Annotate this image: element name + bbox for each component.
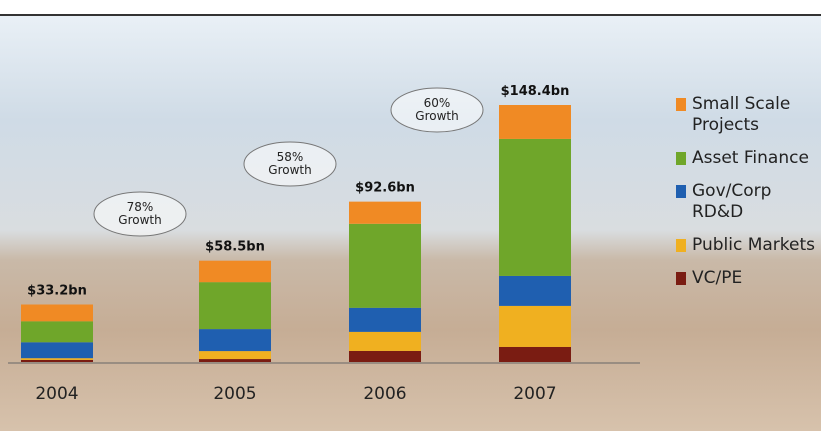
x-tick-label: 2004 — [35, 384, 78, 404]
legend-item: Gov/Corp RD&D — [676, 181, 816, 223]
bar-segment — [199, 359, 271, 362]
legend-item: Small Scale Projects — [676, 94, 816, 136]
x-tick-label: 2006 — [363, 384, 406, 404]
bar-segment — [499, 275, 571, 306]
legend-item: Public Markets — [676, 235, 816, 256]
annotation-bubble — [93, 191, 187, 237]
bar-segment — [349, 350, 421, 362]
bar-segment — [499, 305, 571, 347]
annotation-text: 58% — [277, 150, 304, 164]
bar-segment — [499, 138, 571, 276]
bar-segment — [349, 307, 421, 332]
total-label: $58.5bn — [205, 240, 265, 255]
bar-segment — [499, 105, 571, 139]
legend: Small Scale Projects Asset Finance Gov/Cor… — [676, 94, 816, 301]
bar-segment — [199, 329, 271, 352]
x-tick-label: 2007 — [513, 384, 556, 404]
bar-segment — [199, 282, 271, 330]
legend-swatch — [676, 98, 686, 111]
total-label: $148.4bn — [501, 84, 570, 99]
legend-label: Public Markets — [692, 235, 816, 255]
annotation-bubble — [243, 141, 337, 187]
annotation-text: Growth — [118, 213, 161, 227]
bar-segment — [199, 260, 271, 283]
legend-swatch — [676, 239, 686, 252]
legend-swatch — [676, 272, 686, 285]
legend-label: Small Scale Projects — [692, 94, 791, 135]
bar-segment — [21, 304, 93, 322]
total-label: $92.6bn — [355, 181, 415, 196]
legend-label: VC/PE — [692, 268, 743, 288]
annotation-text: Growth — [268, 163, 311, 177]
bar-segment — [349, 201, 421, 224]
bar-segment — [21, 321, 93, 343]
bar-segment — [199, 351, 271, 360]
legend-swatch — [676, 152, 686, 165]
legend-swatch — [676, 185, 686, 198]
annotation-text: Growth — [415, 109, 458, 123]
bar-segment — [21, 359, 93, 362]
x-tick-label: 2005 — [213, 384, 256, 404]
total-label: $33.2bn — [27, 284, 87, 299]
legend-item: VC/PE — [676, 268, 816, 289]
bar-segment — [21, 358, 93, 360]
bar-segment — [349, 223, 421, 308]
legend-label: Gov/Corp RD&D — [692, 181, 772, 222]
annotation-text: 60% — [424, 96, 451, 110]
bar-segment — [499, 346, 571, 362]
legend-item: Asset Finance — [676, 148, 816, 169]
annotation-bubble — [390, 87, 484, 133]
bar-segment — [21, 342, 93, 359]
annotation-text: 78% — [127, 200, 154, 214]
bar-segment — [349, 331, 421, 351]
legend-label: Asset Finance — [692, 148, 809, 168]
